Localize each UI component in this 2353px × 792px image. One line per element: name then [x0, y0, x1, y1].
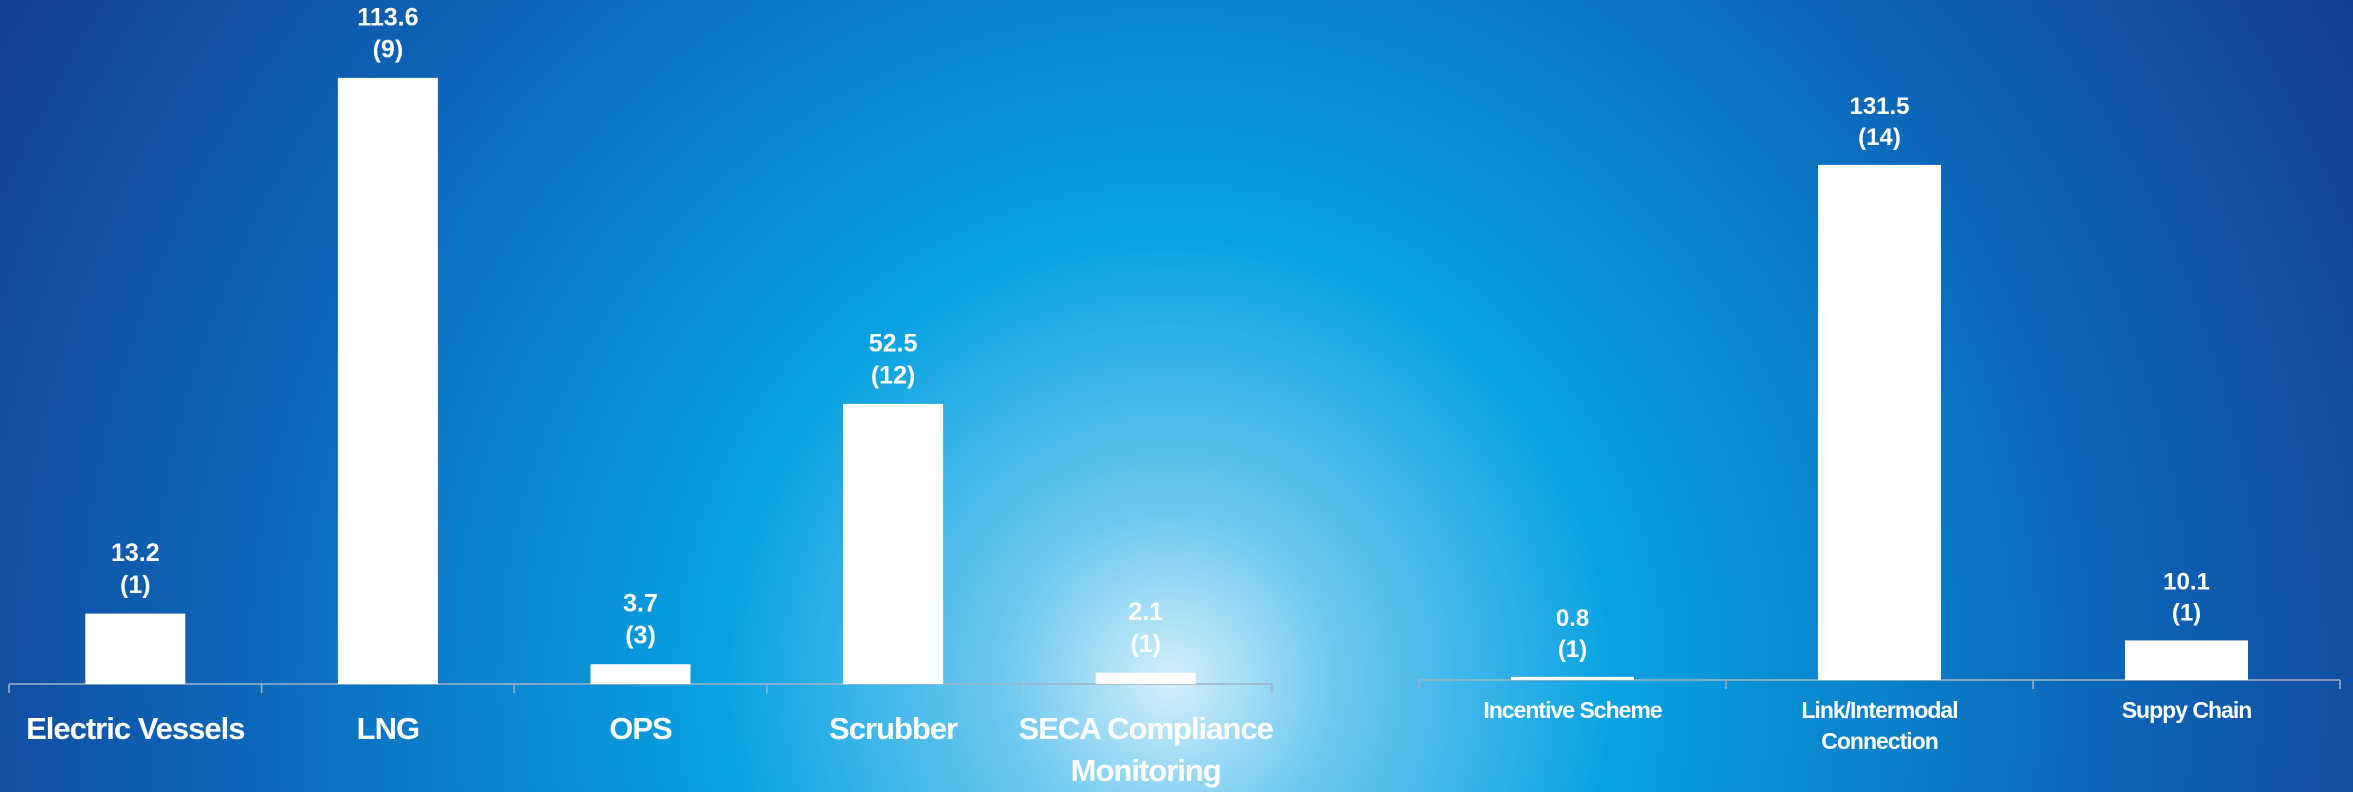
count-label: (1) — [1558, 636, 1587, 663]
value-label: 52.5 — [869, 329, 918, 357]
value-label: 2.1 — [1128, 598, 1163, 626]
bar — [843, 403, 944, 684]
x-tick-label: OPS — [609, 711, 672, 746]
count-label: (9) — [373, 35, 404, 63]
x-tick-label: Scrubber — [829, 711, 958, 746]
count-label: (3) — [625, 622, 656, 650]
x-tick-label: SECA Compliance Monitoring — [1019, 711, 1274, 788]
value-label: 3.7 — [623, 590, 658, 618]
count-label: (12) — [871, 361, 915, 389]
x-tick-label: Suppy Chain — [2122, 697, 2252, 723]
bar — [1511, 676, 1634, 680]
value-label: 113.6 — [357, 3, 418, 31]
bar — [590, 664, 691, 684]
value-label: 131.5 — [1849, 93, 1909, 120]
value-label: 10.1 — [2163, 568, 2210, 595]
count-label: (14) — [1858, 124, 1901, 151]
bar — [337, 77, 438, 684]
x-tick-label: Electric Vessels — [26, 711, 244, 746]
x-tick-label: Link/Intermodal Connection — [1801, 697, 1957, 754]
count-label: (1) — [120, 571, 151, 599]
bar — [1818, 164, 1941, 680]
value-label: 0.8 — [1556, 605, 1589, 632]
count-label: (1) — [2172, 599, 2201, 626]
bar — [2125, 640, 2248, 680]
count-label: (1) — [1130, 630, 1161, 658]
x-tick-label: Incentive Scheme — [1483, 697, 1662, 723]
value-label: 13.2 — [111, 539, 160, 567]
bar — [1095, 672, 1196, 684]
bar — [85, 613, 186, 684]
x-tick-label: LNG — [357, 711, 419, 746]
